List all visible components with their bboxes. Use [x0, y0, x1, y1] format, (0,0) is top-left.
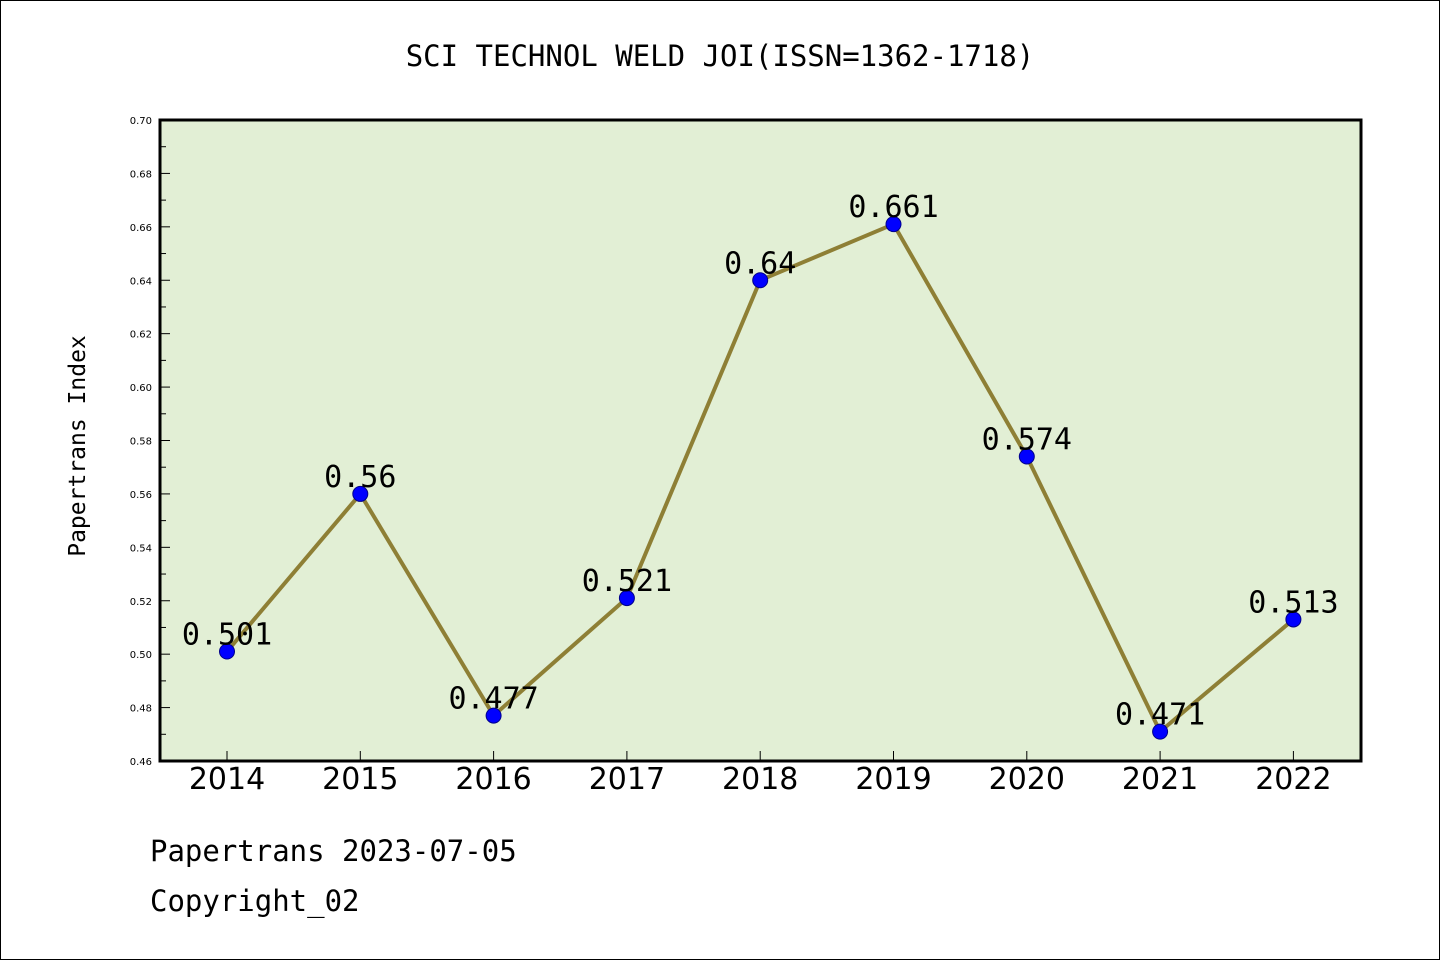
plot-area [158, 118, 1363, 763]
y-tick-label: 0.70 [130, 116, 152, 127]
data-point [1018, 448, 1035, 465]
y-tick-label: 0.62 [130, 330, 152, 341]
x-tick-label: 2018 [722, 762, 798, 797]
data-point [1285, 611, 1302, 628]
x-axis-ticks: 2014 2015 2016 2017 2018 2019 2020 2021 2022 [189, 751, 1332, 797]
data-point [618, 590, 635, 607]
data-label: 0.471 [1115, 698, 1205, 733]
x-tick-label: 2020 [989, 762, 1065, 797]
data-label: 0.574 [982, 423, 1072, 458]
y-tick-label: 0.64 [130, 276, 152, 287]
y-tick-label: 0.50 [130, 650, 152, 661]
x-tick-label: 2022 [1255, 762, 1331, 797]
footer-copyright: Copyright_02 [150, 884, 360, 918]
y-tick-label: 0.68 [130, 169, 152, 180]
x-tick-label: 2017 [589, 762, 665, 797]
x-tick-label: 2015 [322, 762, 398, 797]
data-labels: 0.501 0.56 0.477 0.521 0.64 0.661 0.574 0.471 0.… [182, 190, 1339, 732]
data-label: 0.513 [1248, 585, 1338, 620]
y-tick-label: 0.56 [130, 490, 152, 501]
y-tick-label: 0.66 [130, 223, 152, 234]
y-axis-ticks: 0.46 0.48 0.50 0.52 0.54 0.56 0.58 0.60 0.62 0.64… [130, 116, 170, 768]
data-point [752, 272, 769, 289]
y-tick-label: 0.52 [130, 597, 152, 608]
data-point [1152, 723, 1169, 740]
data-label: 0.477 [448, 682, 538, 717]
data-label: 0.661 [848, 190, 938, 225]
y-tick-label: 0.60 [130, 383, 152, 394]
x-tick-label: 2019 [855, 762, 931, 797]
series-group [219, 216, 1302, 740]
data-label: 0.64 [724, 246, 796, 281]
data-point [885, 216, 902, 233]
data-point [352, 485, 369, 502]
x-tick-label: 2016 [455, 762, 531, 797]
data-point [219, 643, 235, 660]
data-point [485, 707, 502, 724]
y-tick-label: 0.58 [130, 437, 152, 448]
y-tick-label: 0.46 [130, 757, 152, 768]
y-axis-label: Papertrans Index [65, 335, 91, 557]
footer-date: Papertrans 2023-07-05 [150, 834, 517, 868]
y-tick-label: 0.54 [130, 543, 152, 554]
data-label: 0.56 [324, 460, 396, 495]
data-label: 0.501 [182, 617, 272, 652]
x-tick-label: 2014 [189, 762, 265, 797]
y-tick-label: 0.48 [130, 704, 152, 715]
chart-title: SCI TECHNOL WELD JOI(ISSN=1362-1718) [406, 39, 1035, 73]
x-tick-label: 2021 [1122, 762, 1198, 797]
data-label: 0.521 [582, 564, 672, 599]
